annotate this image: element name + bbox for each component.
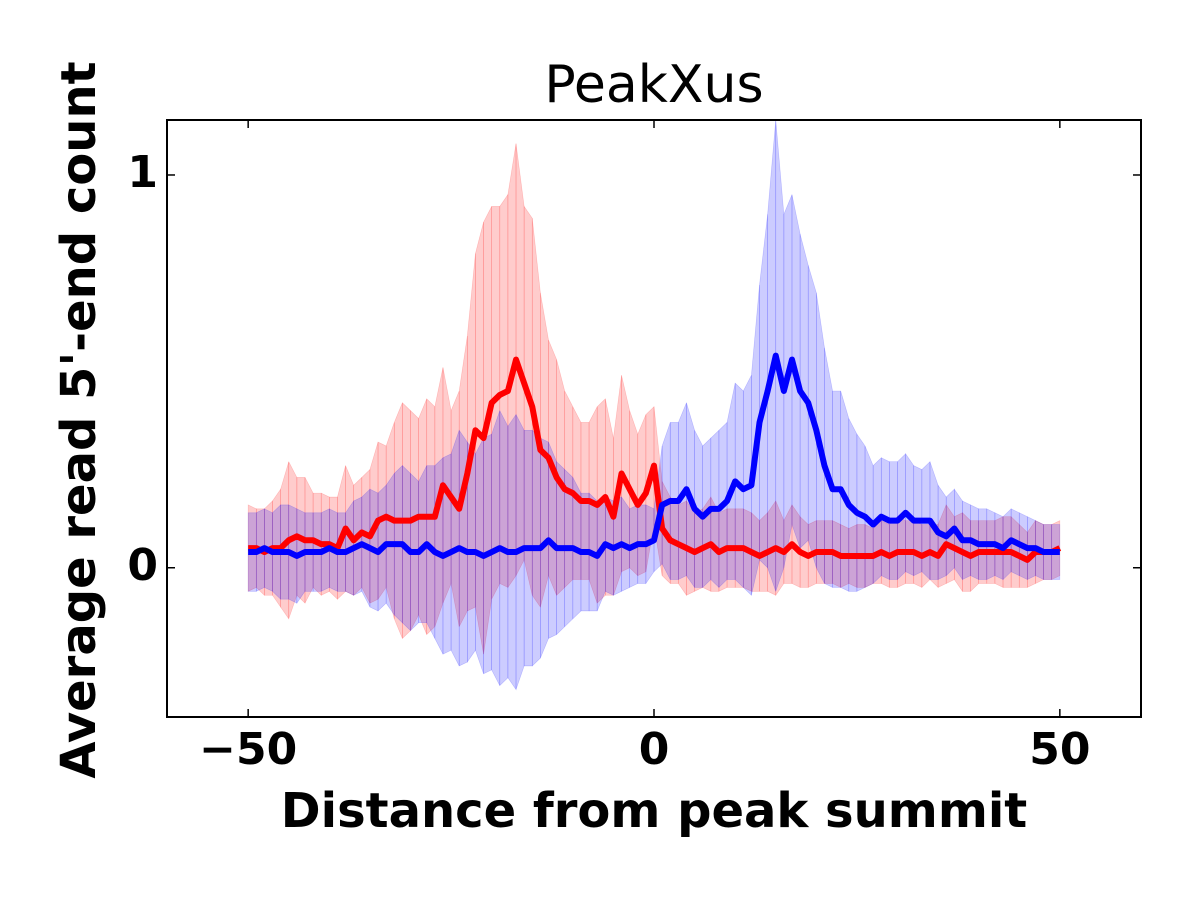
error-band — [556, 359, 566, 596]
error-band — [442, 367, 452, 604]
error-band — [467, 253, 476, 612]
y-tick-label: 1 — [127, 147, 158, 198]
error-band — [515, 143, 525, 576]
error-band — [767, 120, 777, 592]
x-axis-label: Distance from peak summit — [281, 783, 1027, 839]
x-tick-label: 0 — [639, 724, 670, 775]
chart-title: PeakXus — [544, 55, 763, 115]
error-band — [775, 120, 785, 592]
error-band — [824, 347, 833, 588]
line — [248, 352, 1060, 559]
error-band — [726, 383, 736, 580]
error-band — [450, 390, 460, 627]
error-band — [621, 375, 630, 573]
x-tick-label: 50 — [1029, 724, 1090, 775]
x-tick-label: −50 — [199, 724, 297, 775]
error-band — [799, 233, 809, 549]
plot-area — [247, 120, 1062, 691]
y-tick-label: 0 — [127, 540, 158, 591]
error-band — [759, 214, 768, 569]
y-axis-label: Average read 5'-end count — [51, 61, 107, 778]
line — [248, 356, 1062, 563]
